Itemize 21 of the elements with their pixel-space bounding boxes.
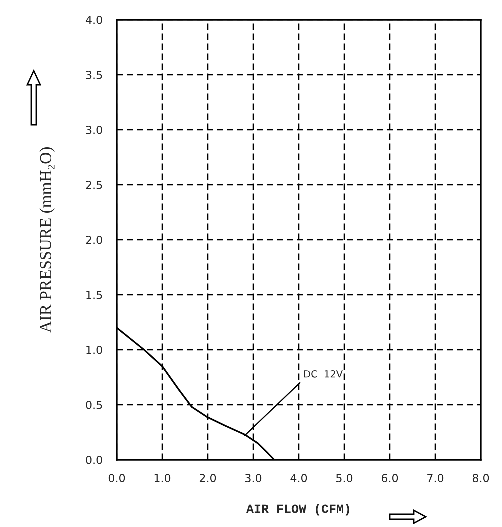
x-tick-label: 1.0: [154, 474, 171, 482]
x-axis-title: AIR FLOW (CFM): [246, 504, 350, 516]
y-tick-label: 2.5: [86, 180, 102, 190]
y-tick-label: 3.0: [86, 126, 102, 134]
y-tick-label: 4.0: [86, 16, 102, 24]
y-axis-title: AIR PRESSURE (mmH₂O): [40, 148, 55, 334]
x-tick-label: 5.0: [336, 474, 353, 482]
y-tick-label: 0.0: [86, 456, 102, 464]
x-tick-label: 7.0: [428, 474, 444, 482]
y-tick-label: 2.0: [86, 236, 102, 244]
y-tick-label: 3.5: [86, 70, 102, 80]
x-tick-label: 4.0: [290, 474, 308, 482]
x-tick-label: 2.0: [200, 474, 216, 482]
y-tick-label: 1.0: [86, 346, 102, 354]
x-tick-label: 3.0: [246, 474, 262, 482]
y-tick-label: 0.5: [86, 400, 102, 410]
x-tick-label: 8.0: [472, 474, 490, 482]
x-tick-label: 0.0: [108, 474, 126, 482]
y-tick-label: 1.5: [86, 291, 102, 300]
annotation: DC 12V: [304, 370, 343, 378]
x-tick-label: 6.0: [382, 474, 398, 482]
